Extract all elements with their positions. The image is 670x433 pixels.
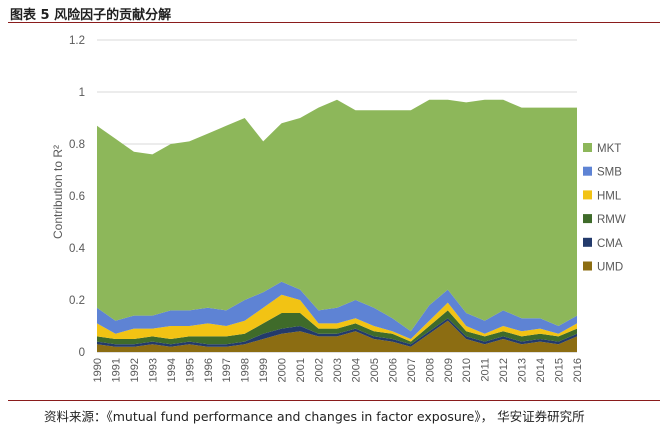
legend: MKT SMB HML RMW CMA UMD [583, 143, 626, 274]
figure-title: 图表 5 风险因子的贡献分解 [10, 8, 172, 23]
source-note: 资料来源：《mutual fund performance and change… [44, 409, 585, 424]
area-mkt [97, 99, 577, 332]
x-tick-label: 2003 [332, 358, 344, 382]
legend-label: HML [597, 190, 622, 202]
x-tick-label: 2016 [572, 358, 584, 382]
stacked-area-chart: 00.20.40.60.811.2 1990 1991 1992 1993 1994 19… [51, 35, 626, 382]
legend-item-mkt: MKT [583, 143, 621, 155]
x-tick-label: 2007 [406, 358, 418, 382]
area-hml [97, 294, 577, 342]
x-tick-label: 1994 [166, 358, 178, 382]
y-tick-label: 0.2 [69, 295, 85, 307]
legend-item-rmw: RMW [583, 214, 626, 226]
legend-item-hml: HML [583, 190, 622, 202]
x-tick-label: 2005 [369, 358, 381, 382]
source-rule [8, 400, 660, 401]
area-smb [97, 281, 577, 339]
x-tick-label: 1990 [92, 358, 104, 382]
y-tick-label: 1.2 [69, 35, 85, 47]
x-tick-label: 2000 [277, 358, 289, 382]
legend-item-umd: UMD [583, 261, 623, 274]
y-tick-label: 0.8 [69, 139, 85, 151]
x-tick-label: 1992 [129, 358, 141, 382]
legend-swatch [583, 261, 592, 271]
x-tick-label: 2015 [554, 358, 566, 382]
area-rmw [97, 310, 577, 345]
legend-item-smb: SMB [583, 166, 622, 179]
x-tick-label: 1993 [147, 358, 159, 382]
x-tick-label: 1999 [258, 358, 270, 382]
legend-item-cma: CMA [583, 237, 623, 250]
x-tick-label: 2012 [498, 358, 510, 382]
legend-label: MKT [597, 143, 621, 155]
y-axis-label: Contribution to R² [51, 145, 65, 239]
area-cma [97, 318, 577, 347]
x-tick-label: 2008 [424, 358, 436, 382]
legend-label: UMD [597, 262, 623, 274]
x-tick-label: 2013 [517, 358, 529, 382]
y-axis-ticks: 0 0.2 0.4 0.6 0.8 1 1.2 [69, 35, 86, 359]
x-tick-label: 2006 [387, 358, 399, 382]
x-tick-label: 2002 [314, 358, 326, 382]
area-series [97, 99, 577, 352]
x-tick-label: 2010 [461, 358, 473, 382]
x-tick-label: 1996 [203, 358, 215, 382]
y-tick-label: 0.4 [69, 243, 86, 255]
x-tick-label: 2011 [480, 358, 492, 382]
y-tick-label: 0.6 [69, 191, 85, 203]
legend-swatch [583, 166, 592, 176]
x-tick-label: 1998 [240, 358, 252, 382]
x-tick-label: 2009 [443, 358, 455, 382]
legend-label: CMA [597, 238, 623, 250]
x-tick-label: 2004 [350, 358, 362, 382]
legend-swatch [583, 237, 592, 247]
x-tick-label: 2014 [535, 358, 547, 382]
title-rule [8, 22, 660, 23]
x-tick-label: 1995 [184, 358, 196, 382]
legend-label: RMW [597, 214, 626, 226]
x-tick-label: 1991 [110, 358, 122, 382]
legend-swatch [583, 190, 592, 200]
x-axis-ticks: 1990 1991 1992 1993 1994 1995 1996 1997 1998 1999… [92, 358, 584, 382]
x-tick-label: 2001 [295, 358, 307, 382]
y-tick-label: 0 [79, 347, 85, 359]
legend-label: SMB [597, 167, 622, 179]
legend-swatch [583, 214, 592, 224]
legend-swatch [583, 143, 592, 152]
x-tick-label: 1997 [221, 358, 233, 382]
y-tick-label: 1 [79, 87, 85, 99]
